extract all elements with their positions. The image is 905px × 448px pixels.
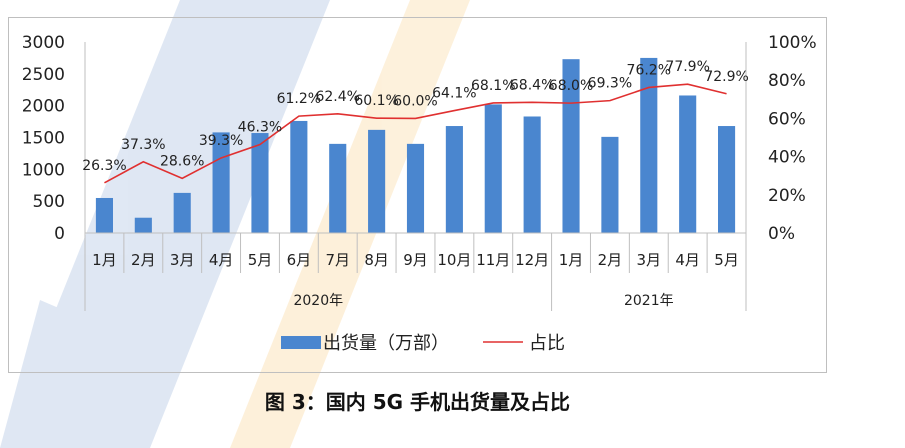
x-tick-label: 3月 [170,251,195,269]
x-tick-label: 4月 [209,251,234,269]
chart: 0 500 1000 1500 2000 2500 3000 0% 20% 40% 60% 80% 10… [22,33,817,354]
data-label: 68.4% [510,77,554,93]
share-line [104,83,727,184]
x-tick-label: 2月 [598,251,623,269]
y-right-tick-label: 40% [768,148,806,168]
data-label: 37.3% [121,137,165,153]
data-label: 76.2% [627,62,671,78]
data-label: 72.9% [704,69,748,85]
bar [718,126,736,233]
data-label: 60.1% [354,93,398,109]
x-tick-label: 5月 [248,251,273,269]
x-tick-label: 2月 [131,251,156,269]
bar [445,126,463,233]
bar [95,197,113,233]
bar [134,217,152,233]
y-right-tick-label: 60% [768,109,806,129]
data-label: 77.9% [665,59,709,75]
legend-label-line: 占比 [529,333,565,354]
data-label: 46.3% [238,120,282,136]
data-label: 68.1% [471,78,515,94]
x-tick-label: 8月 [364,251,389,269]
y-left-tick-label: 1500 [22,129,65,149]
x-tick-label: 10月 [437,251,471,269]
bar [601,136,619,233]
y-left-tick-label: 2500 [22,65,65,85]
x-tick-label: 5月 [714,251,739,269]
data-label: 26.3% [82,158,126,174]
y-left-tick-label: 0 [54,224,65,244]
y-right-tick-label: 80% [768,71,806,91]
y-right-tick-label: 0% [768,224,795,244]
bar [368,129,386,233]
x-group-label: 2021年 [624,293,674,309]
x-tick-label: 9月 [403,251,428,269]
x-tick-label: 12月 [515,251,549,269]
data-label: 28.6% [160,153,204,169]
bar [290,120,308,233]
data-label: 64.1% [432,86,476,102]
x-tick-label: 6月 [287,251,312,269]
y-left-tick-label: 500 [33,192,65,212]
y-left-tick-label: 3000 [22,33,65,53]
x-group-label: 2020年 [293,293,343,309]
x-tick-label: 3月 [637,251,662,269]
x-tick-label: 1月 [92,251,117,269]
bar [251,133,269,233]
bar [523,116,541,233]
y-left-tick-label: 1000 [22,160,65,180]
data-label: 68.0% [549,78,593,94]
x-tick-label: 7月 [325,251,350,269]
legend-swatch-bars [281,336,321,349]
data-label: 62.4% [315,89,359,105]
y-right-tick-label: 20% [768,186,806,206]
data-label: 60.0% [393,93,437,109]
bar [212,132,230,233]
figure-caption: 图 3：国内 5G 手机出货量及占比 [264,390,571,414]
bar [484,104,502,233]
x-tick-label: 4月 [675,251,700,269]
data-label: 69.3% [588,76,632,92]
bar [640,57,658,233]
bar [406,143,425,233]
data-label: 61.2% [277,91,321,107]
bar [679,95,697,233]
x-tick-label: 1月 [559,251,584,269]
y-left-tick-label: 2000 [22,97,65,117]
data-label: 39.3% [199,133,243,149]
bar [173,192,191,233]
y-right-tick-label: 100% [768,33,817,53]
chart-frame: 0 500 1000 1500 2000 2500 3000 0% 20% 40% 60% 80% 10… [8,17,827,373]
x-tick-label: 11月 [476,251,510,269]
legend-label-bars: 出货量（万部） [323,333,449,354]
bar [329,143,347,233]
